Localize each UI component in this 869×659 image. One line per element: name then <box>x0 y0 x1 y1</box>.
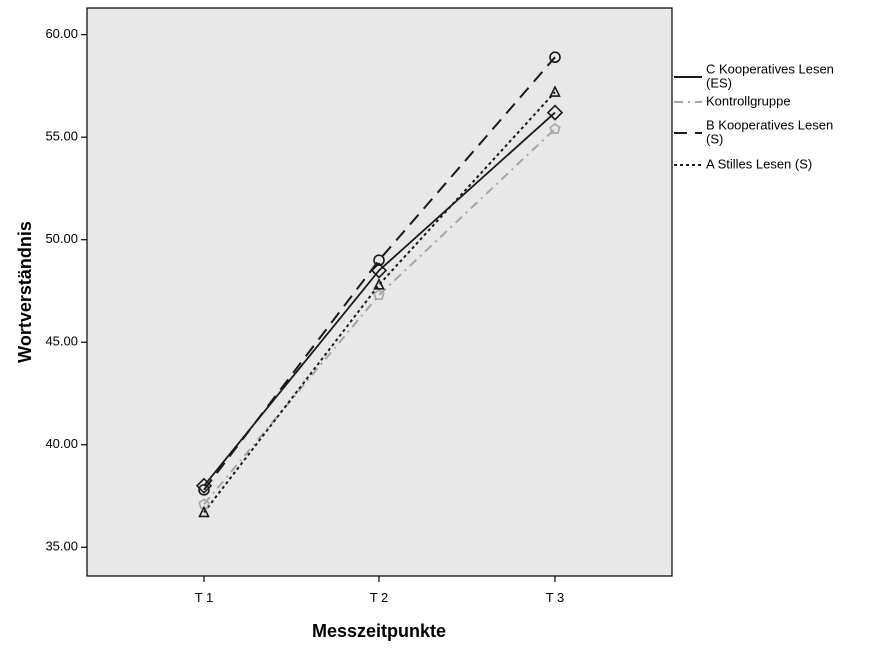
y-tick-label: 35.00 <box>45 539 78 554</box>
legend-label: B Kooperatives Lesen <box>706 117 833 132</box>
series-markers <box>195 51 564 518</box>
legend-label: C Kooperatives Lesen <box>706 61 834 76</box>
x-tick-label: T 1 <box>195 590 214 605</box>
series-2-marker <box>549 51 561 64</box>
series-0-marker <box>195 477 213 494</box>
x-axis-title: Messzeitpunkte <box>312 621 446 641</box>
y-tick-label: 55.00 <box>45 129 78 144</box>
series-0-marker <box>370 262 388 279</box>
y-axis-title: Wortverständnis <box>15 221 35 363</box>
legend-label: (ES) <box>706 75 732 90</box>
series-2-marker <box>198 484 210 496</box>
series-0-marker <box>546 104 564 121</box>
y-axis: 35.00 40.00 45.00 50.00 55.00 60.00 <box>45 26 87 554</box>
legend-label: (S) <box>706 131 723 146</box>
series-1-marker <box>373 289 385 300</box>
series-line-1 <box>203 128 556 505</box>
series-lines <box>203 56 556 514</box>
series-line-2 <box>203 56 556 491</box>
series-3-marker <box>549 85 561 97</box>
series-3-marker <box>373 278 385 290</box>
legend: C Kooperatives Lesen(ES) Kontrollgruppe B … <box>674 61 834 171</box>
legend-label: A Stilles Lesen (S) <box>706 156 812 171</box>
y-tick-label: 40.00 <box>45 436 78 451</box>
y-tick-label: 60.00 <box>45 26 78 41</box>
x-tick-label: T 3 <box>546 590 565 605</box>
y-tick-label: 50.00 <box>45 231 78 246</box>
series-2-marker <box>373 254 385 267</box>
x-axis: T 1 T 2 T 3 <box>195 576 565 605</box>
plot-area <box>86 7 673 577</box>
legend-label: Kontrollgruppe <box>706 93 791 108</box>
x-tick-label: T 2 <box>370 590 389 605</box>
series-3-marker <box>198 505 210 518</box>
series-1-marker <box>549 122 561 134</box>
y-tick-label: 45.00 <box>45 334 78 349</box>
